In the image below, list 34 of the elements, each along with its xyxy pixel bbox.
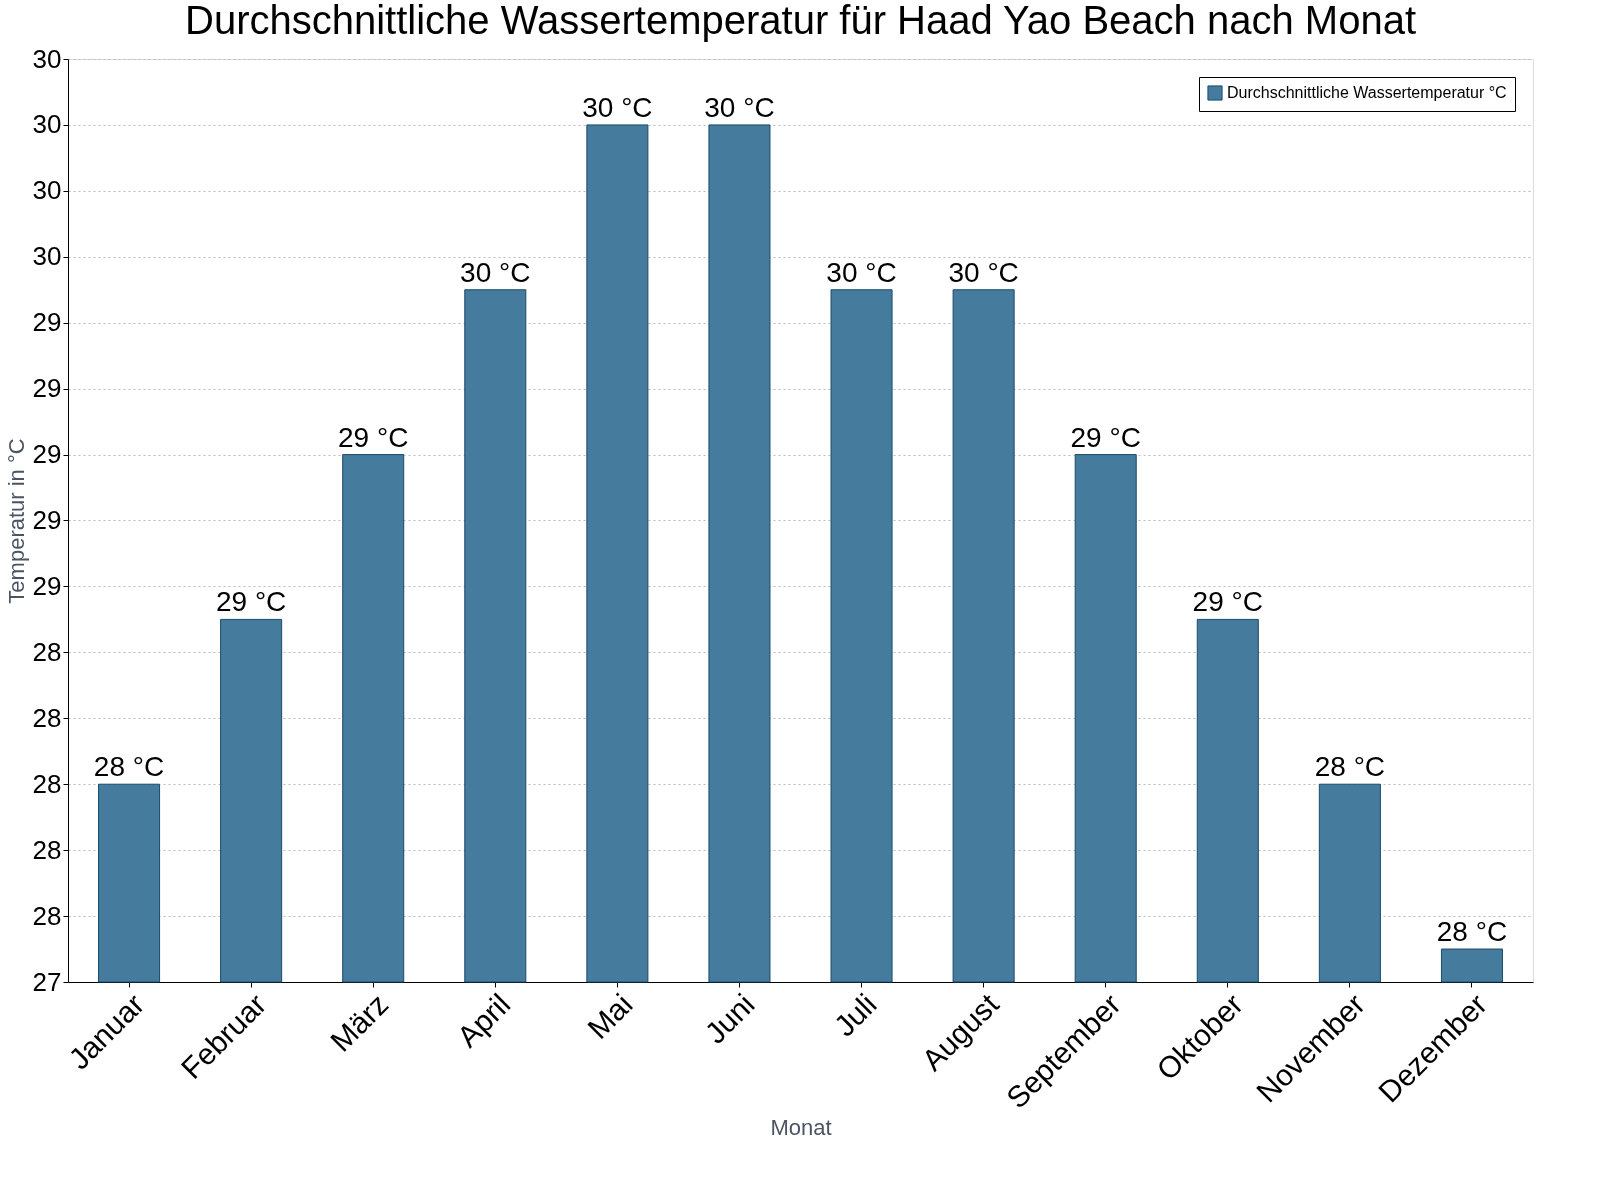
- y-axis-title: Temperatur in °C: [3, 438, 29, 604]
- data-label: 28 °C: [1314, 751, 1386, 783]
- x-axis-title: Monat: [770, 1115, 832, 1141]
- x-tick-label: Mai: [581, 987, 639, 1045]
- y-tick-label: 28: [32, 768, 62, 799]
- y-tick-label: 29: [32, 570, 62, 601]
- data-label: 28 °C: [1436, 916, 1508, 948]
- y-tick-label: 28: [32, 636, 62, 667]
- data-label: 29 °C: [338, 421, 409, 453]
- y-tick-label: 30: [32, 241, 62, 272]
- y-tick-label: 30: [32, 175, 62, 206]
- data-label: 29 °C: [1192, 586, 1263, 618]
- x-tick-label: Juli: [827, 987, 883, 1043]
- y-tick-label: 29: [32, 307, 62, 338]
- y-tick-label: 29: [32, 373, 62, 404]
- y-tick-label: 30: [32, 109, 62, 140]
- data-label: 30 °C: [460, 256, 531, 288]
- legend-label: Durchschnittliche Wassertemperatur °C: [1227, 84, 1507, 101]
- data-label: 29 °C: [1070, 421, 1141, 453]
- data-label: 30 °C: [582, 91, 653, 123]
- y-tick-label: 27: [32, 966, 62, 997]
- data-label: 29 °C: [215, 586, 287, 618]
- y-tick-label: 28: [32, 900, 62, 931]
- y-tick-label: 30: [32, 43, 62, 74]
- y-tick-label: 28: [32, 702, 62, 733]
- x-tick-label: Juni: [698, 987, 761, 1050]
- y-tick-label: 29: [32, 505, 62, 535]
- y-tick-label: 29: [32, 439, 62, 470]
- data-label: 30 °C: [948, 256, 1019, 288]
- chart-title: Durchschnittliche Wassertemperatur für Haad Yao Beach nach Monat: [185, 0, 1416, 42]
- data-label: 30 °C: [704, 91, 775, 123]
- y-tick-label: 28: [32, 834, 62, 865]
- data-label: 30 °C: [826, 256, 897, 288]
- data-label: 28 °C: [93, 751, 165, 783]
